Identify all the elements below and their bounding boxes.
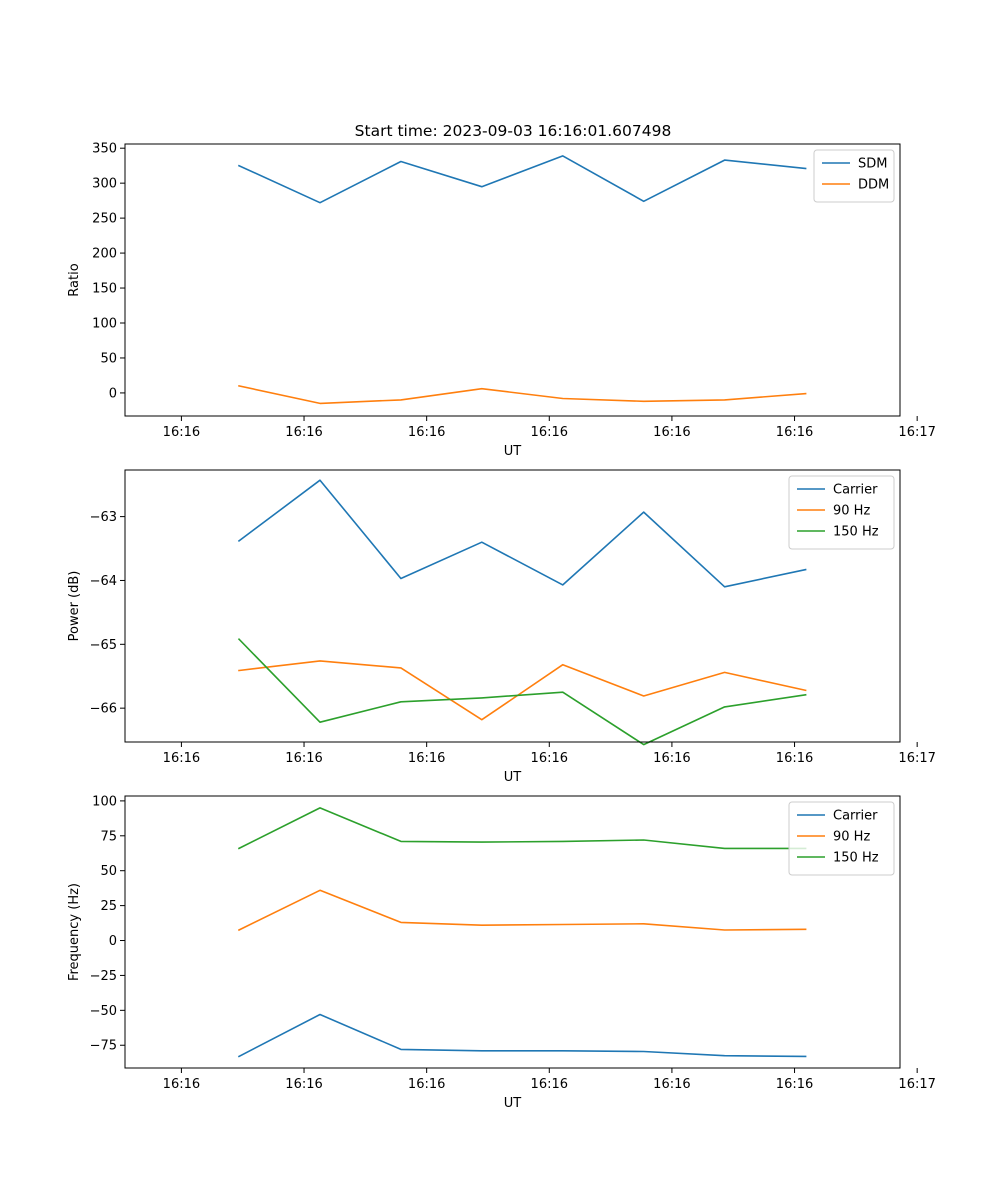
- y-tick-label: 300: [92, 177, 117, 192]
- legend-entry-label: DDM: [858, 178, 889, 193]
- panel-ratio: 16:16 16:16 16:16 16:16 16:16 16:16 16:17 0 50 10…: [67, 142, 936, 459]
- y-tick-label: 50: [100, 864, 117, 879]
- panel-frequency: 16:16 16:16 16:16 16:16 16:16 16:16 16:17 −75 −5…: [67, 794, 936, 1111]
- y-tick-label: −50: [90, 1004, 117, 1019]
- y-tick-label: 75: [100, 829, 117, 844]
- series-line-90-hz: [237, 889, 807, 932]
- legend-entry-label: SDM: [858, 157, 887, 172]
- y-tick-label: 100: [92, 317, 117, 332]
- x-tick-label: 16:16: [163, 425, 200, 440]
- y-tick-label: 0: [109, 934, 117, 949]
- figure-title: Start time: 2023-09-03 16:16:01.607498: [355, 122, 672, 140]
- x-tick-label: 16:16: [653, 1077, 690, 1092]
- y-tick-label: −75: [90, 1039, 117, 1054]
- x-tick-label: 16:16: [531, 751, 568, 766]
- x-tick-label: 16:16: [653, 751, 690, 766]
- series-line-carrier: [237, 1013, 807, 1058]
- y-axis-label: Power (dB): [67, 571, 82, 642]
- y-tick-label: 250: [92, 212, 117, 227]
- legend: Carrier 90 Hz 150 Hz: [788, 801, 895, 876]
- x-tick-label: 16:16: [531, 1077, 568, 1092]
- x-tick-label: 16:16: [531, 425, 568, 440]
- series-line-90-hz: [238, 660, 807, 721]
- legend-entry-label: Carrier: [833, 809, 878, 824]
- series-line-150-hz: [237, 807, 807, 850]
- legend-entry-label: 90 Hz: [833, 830, 870, 845]
- series-line-ddm: [238, 384, 807, 405]
- y-tick-label: 100: [92, 794, 117, 809]
- x-tick-label: 16:16: [653, 425, 690, 440]
- x-tick-label: 16:16: [163, 1077, 200, 1092]
- y-axis-label: Frequency (Hz): [67, 883, 82, 981]
- x-axis-label: UT: [504, 444, 522, 459]
- x-tick-label: 16:16: [408, 425, 445, 440]
- y-tick-label: −25: [90, 969, 117, 984]
- x-tick-label: 16:16: [285, 751, 322, 766]
- legend: Carrier 90 Hz 150 Hz: [788, 475, 895, 550]
- y-tick-label: −66: [90, 702, 117, 717]
- legend-entry-label: 150 Hz: [833, 851, 879, 866]
- x-tick-label: 16:16: [408, 1077, 445, 1092]
- x-tick-label: 16:17: [898, 1077, 935, 1092]
- axes-frame: [124, 469, 901, 743]
- axes-frame: [124, 143, 901, 417]
- y-tick-label: −64: [90, 574, 117, 589]
- x-tick-label: 16:16: [776, 425, 813, 440]
- y-tick-label: −63: [90, 510, 117, 525]
- y-axis-label: Ratio: [67, 263, 82, 296]
- x-tick-label: 16:17: [898, 425, 935, 440]
- x-axis-label: UT: [504, 770, 522, 785]
- y-tick-label: 50: [100, 351, 117, 366]
- legend-entry-label: 150 Hz: [833, 525, 879, 540]
- x-tick-label: 16:17: [898, 751, 935, 766]
- x-tick-label: 16:16: [408, 751, 445, 766]
- x-tick-label: 16:16: [285, 1077, 322, 1092]
- x-tick-label: 16:16: [776, 751, 813, 766]
- x-tick-label: 16:16: [776, 1077, 813, 1092]
- y-tick-label: 25: [100, 899, 117, 914]
- y-tick-label: −65: [90, 638, 117, 653]
- y-tick-label: 200: [92, 247, 117, 262]
- legend-entry-label: Carrier: [833, 483, 878, 498]
- x-tick-label: 16:16: [163, 751, 200, 766]
- x-axis-label: UT: [504, 1096, 522, 1111]
- axes-frame: [124, 795, 901, 1069]
- x-tick-label: 16:16: [285, 425, 322, 440]
- panel-power: 16:16 16:16 16:16 16:16 16:16 16:16 16:17 −66 −6…: [67, 469, 936, 785]
- series-line-carrier: [237, 479, 807, 588]
- series-line-sdm: [237, 155, 807, 204]
- series-line-150-hz: [237, 638, 807, 746]
- y-tick-label: 150: [92, 282, 117, 297]
- y-tick-label: 350: [92, 142, 117, 157]
- legend: SDM DDM: [813, 149, 895, 203]
- legend-entry-label: 90 Hz: [833, 504, 870, 519]
- y-tick-label: 0: [109, 386, 117, 401]
